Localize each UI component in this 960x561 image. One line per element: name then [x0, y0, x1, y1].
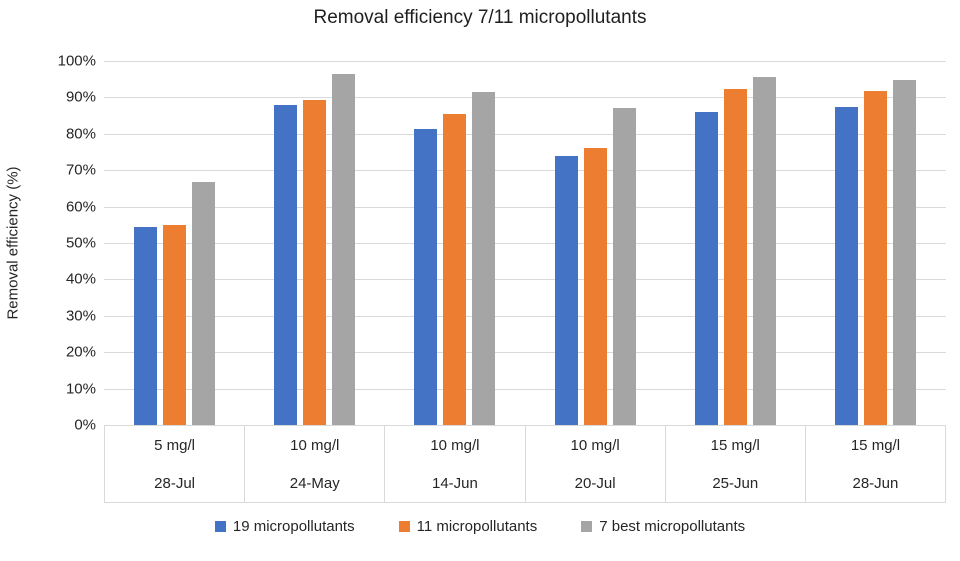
plot-area	[104, 61, 946, 426]
category-cell: 10 mg/l 20-Jul	[526, 426, 666, 502]
category-cell: 15 mg/l 25-Jun	[666, 426, 806, 502]
bar	[694, 111, 718, 425]
gridline	[104, 279, 946, 281]
legend: 19 micropollutants 11 micropollutants 7 be…	[0, 513, 960, 539]
bar-group	[104, 61, 244, 425]
legend-swatch-icon	[214, 520, 226, 532]
gridline	[104, 133, 946, 135]
bar-group	[525, 61, 665, 425]
y-tick-label: 20%	[65, 343, 96, 361]
legend-item: 7 best micropollutants	[581, 518, 745, 535]
y-tick-label: 60%	[65, 198, 96, 216]
gridline	[104, 170, 946, 172]
bar	[191, 182, 215, 425]
bar-group	[665, 61, 805, 425]
gridline	[104, 388, 946, 390]
gridline	[104, 352, 946, 354]
category-dose-label: 5 mg/l	[154, 436, 196, 454]
category-cell: 15 mg/l 28-Jun	[806, 426, 945, 502]
bar	[414, 128, 438, 425]
bar	[273, 105, 297, 425]
category-dose-label: 10 mg/l	[290, 436, 340, 454]
category-date-label: 28-Jun	[852, 474, 899, 492]
legend-label: 7 best micropollutants	[599, 517, 746, 535]
category-cell: 10 mg/l 24-May	[245, 426, 386, 502]
chart-title: Removal efficiency 7/11 micropollutants	[313, 7, 647, 28]
y-tick-label: 40%	[65, 270, 96, 288]
category-cell: 10 mg/l 14-Jun	[385, 426, 526, 502]
legend-swatch-icon	[398, 520, 410, 532]
bar	[472, 92, 496, 425]
bar-groups	[104, 61, 946, 425]
bar	[612, 107, 636, 425]
category-date-label: 25-Jun	[712, 474, 759, 492]
category-date-label: 28-Jul	[154, 474, 196, 492]
y-tick-label: 100%	[57, 52, 96, 70]
gridline	[104, 243, 946, 244]
bar	[583, 148, 607, 425]
y-tick-label: 80%	[65, 125, 96, 143]
bar-group	[806, 61, 946, 425]
bar	[864, 90, 888, 425]
category-date-label: 14-Jun	[431, 474, 478, 492]
category-dose-label: 10 mg/l	[430, 436, 480, 454]
y-tick-label: 90%	[65, 88, 96, 106]
category-date-label: 20-Jul	[574, 474, 616, 492]
gridline	[104, 97, 946, 99]
category-dose-label: 10 mg/l	[570, 436, 620, 454]
category-cell: 5 mg/l 28-Jul	[105, 426, 246, 502]
category-dose-label: 15 mg/l	[850, 436, 901, 454]
bar	[893, 79, 917, 425]
bar	[162, 224, 186, 425]
gridline	[104, 206, 946, 208]
bar-group	[244, 61, 384, 425]
y-tick-label: 50%	[65, 234, 96, 252]
bar	[723, 89, 747, 425]
legend-label: 19 micropollutants	[232, 517, 355, 535]
y-tick-label: 10%	[65, 380, 96, 398]
bar	[835, 107, 859, 425]
y-tick-label: 0%	[74, 416, 96, 434]
y-tick-label: 30%	[65, 307, 96, 325]
bar	[302, 100, 326, 425]
category-date-label: 24-May	[289, 474, 340, 492]
bar	[133, 226, 157, 425]
category-dose-label: 15 mg/l	[710, 436, 760, 454]
bar	[443, 114, 467, 425]
bar	[331, 74, 355, 425]
legend-item: 19 micropollutants	[214, 517, 355, 535]
gridline	[104, 61, 946, 62]
bar	[752, 76, 776, 425]
y-tick-label: 70%	[65, 161, 96, 179]
legend-item: 11 micropollutants	[398, 517, 538, 535]
gridline	[104, 315, 946, 317]
y-axis-title: Removal efficiency (%)	[4, 166, 22, 320]
x-axis-category-table: 5 mg/l 28-Jul 10 mg/l 24-May 10 mg/l 14-Jun 10…	[104, 425, 946, 503]
bar	[554, 155, 578, 425]
legend-swatch-icon	[581, 520, 593, 532]
legend-label: 11 micropollutants	[416, 517, 538, 535]
bar-group	[385, 61, 525, 425]
